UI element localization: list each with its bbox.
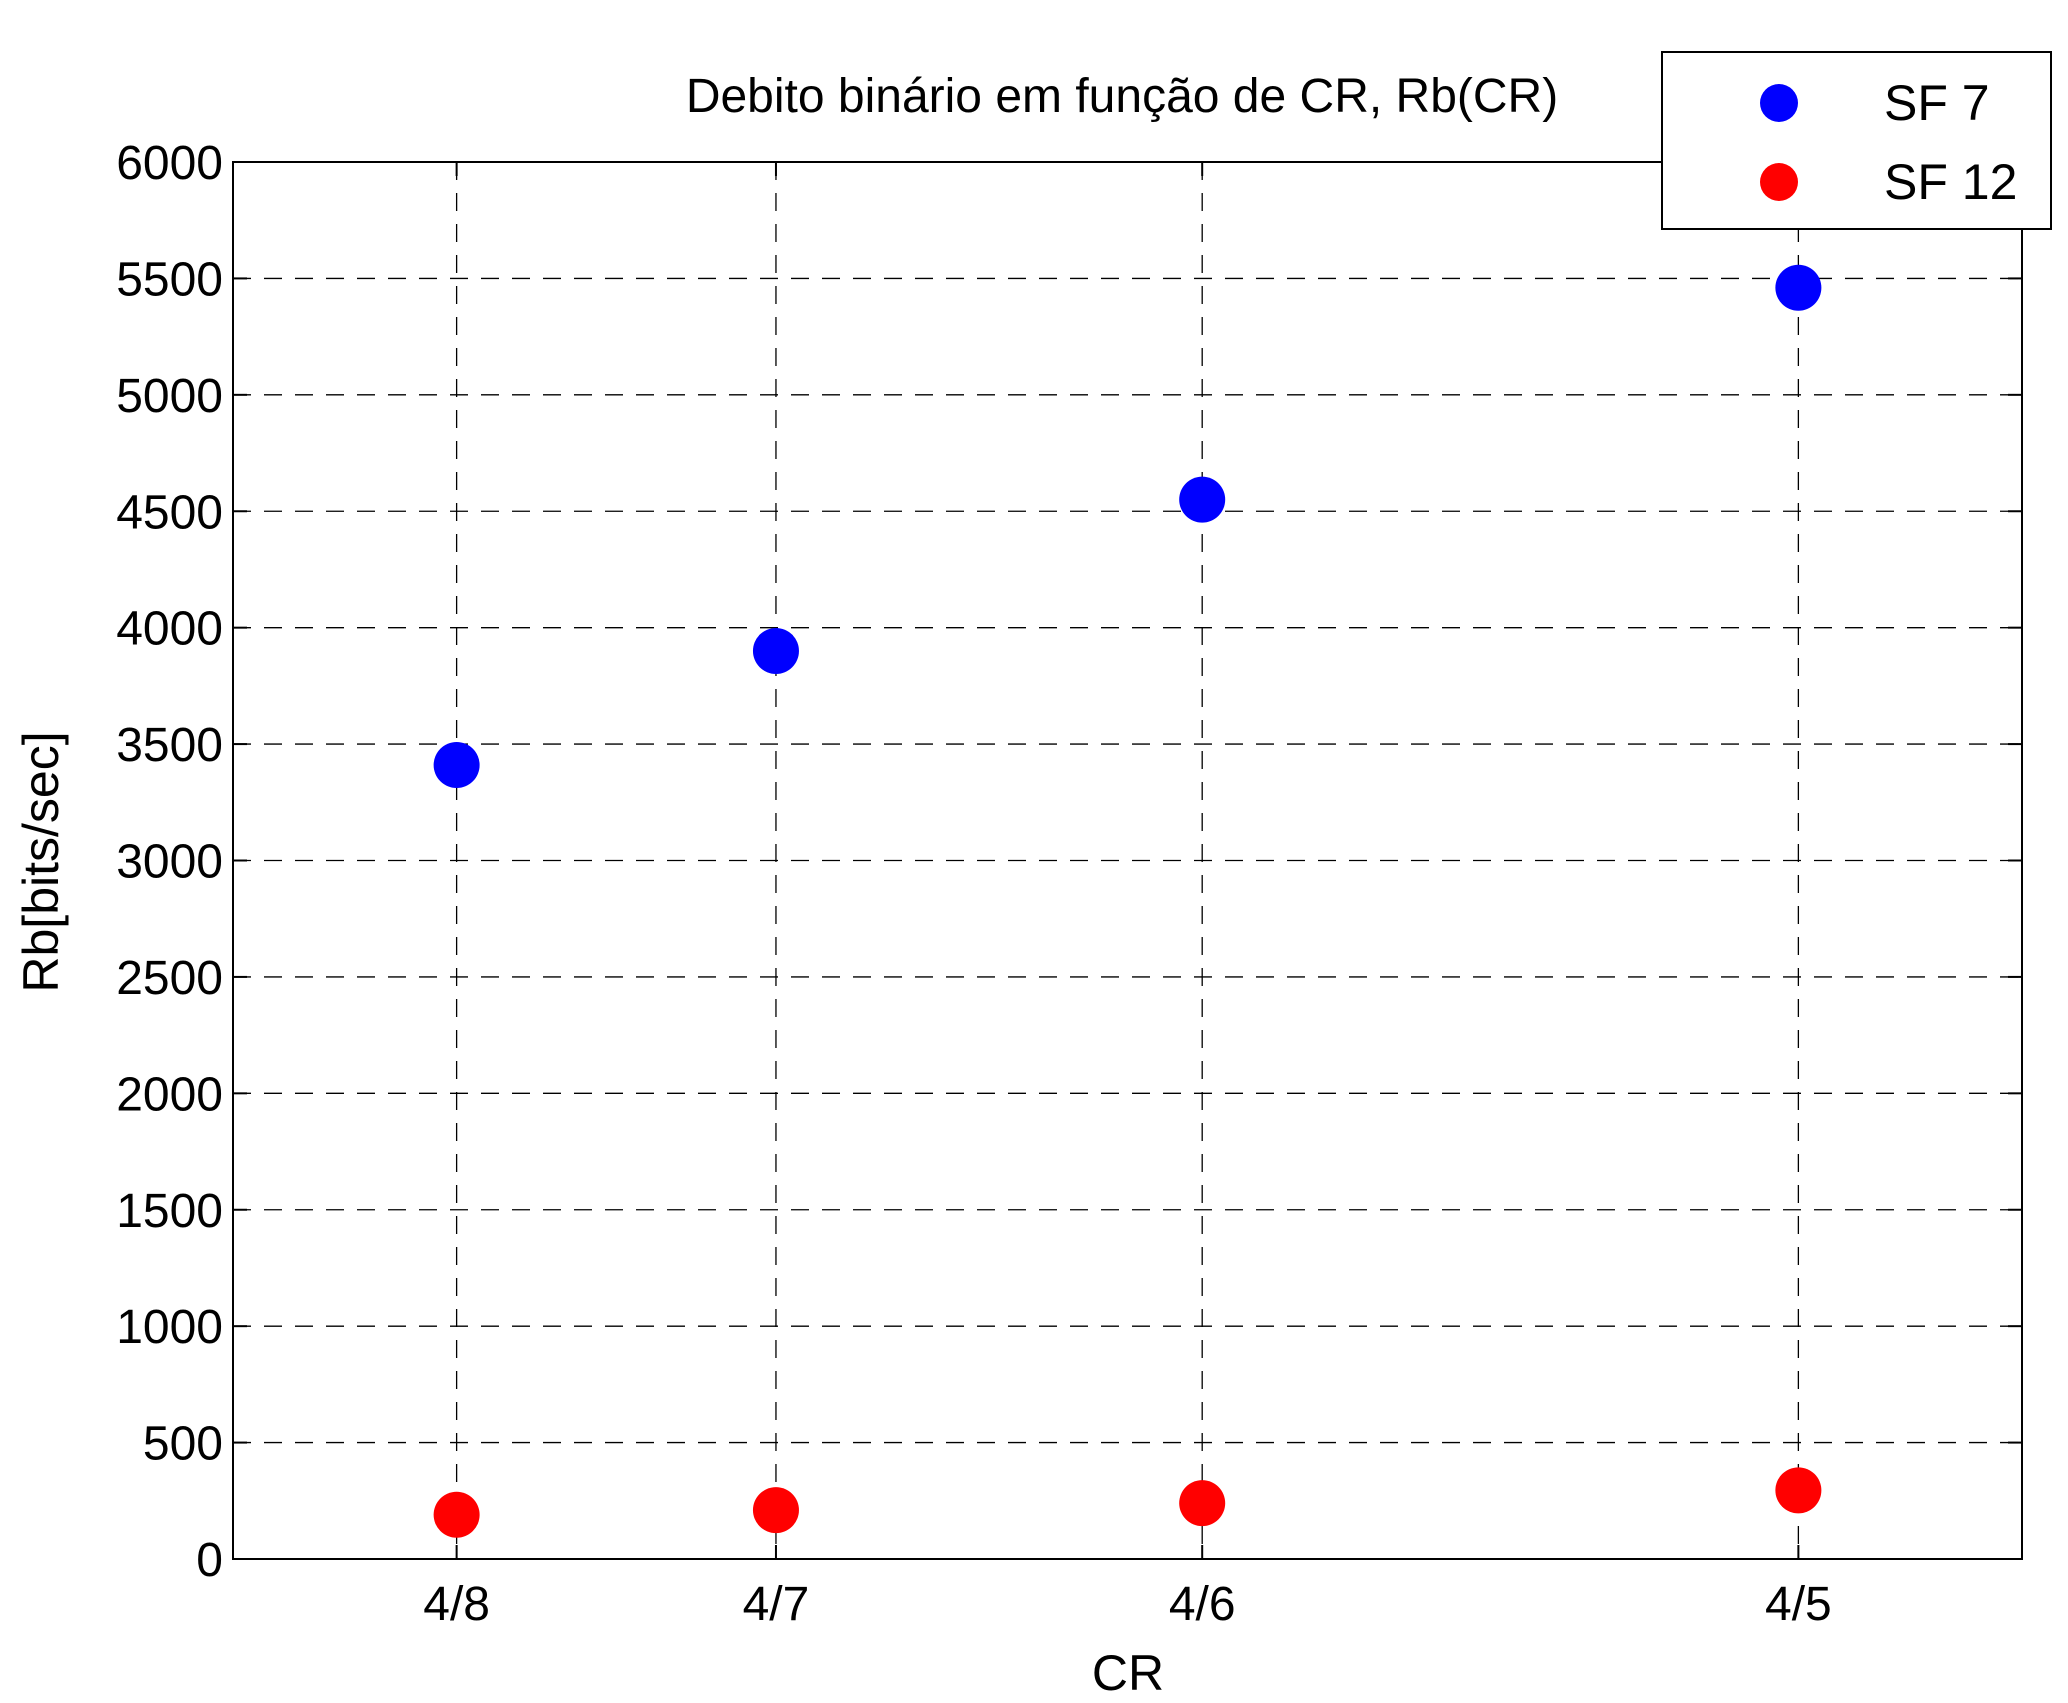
x-axis-label: CR <box>1092 1645 1164 1701</box>
axis-ticks <box>233 161 2022 1560</box>
point-sf7-1 <box>752 627 799 674</box>
legend-label-sf12: SF 12 <box>1884 154 2017 210</box>
y-tick-label-10: 5000 <box>116 370 223 423</box>
point-sf12-1 <box>752 1487 799 1534</box>
legend-label-sf7: SF 7 <box>1884 75 1990 131</box>
x-tick-label-3: 4/5 <box>1765 1578 1832 1631</box>
legend-marker-sf7 <box>1760 84 1798 122</box>
y-tick-label-11: 5500 <box>116 253 223 306</box>
y-tick-label-12: 6000 <box>116 137 223 190</box>
point-sf7-0 <box>433 742 480 789</box>
point-sf12-0 <box>433 1491 480 1538</box>
y-tick-label-8: 4000 <box>116 603 223 656</box>
point-sf7-2 <box>1179 476 1226 523</box>
y-tick-label-3: 1500 <box>116 1185 223 1238</box>
point-sf12-3 <box>1775 1467 1822 1514</box>
x-tick-label-0: 4/8 <box>423 1578 490 1631</box>
y-tick-label-2: 1000 <box>116 1301 223 1354</box>
x-tick-label-1: 4/7 <box>743 1578 810 1631</box>
y-tick-label-9: 4500 <box>116 486 223 539</box>
chart-title: Debito binário em função de CR, Rb(CR) <box>686 70 1558 123</box>
y-tick-label-4: 2000 <box>116 1068 223 1121</box>
y-tick-label-1: 500 <box>143 1418 223 1471</box>
data-points <box>433 264 1822 1538</box>
x-tick-labels: 4/8 4/7 4/6 4/5 <box>423 1578 1831 1631</box>
legend: SF 7 SF 12 <box>1661 51 2052 230</box>
y-tick-labels: 0 500 1000 1500 2000 2500 3000 3500 4000 4500 5000… <box>116 137 223 1587</box>
y-tick-label-7: 3500 <box>116 719 223 772</box>
point-sf12-2 <box>1179 1480 1226 1527</box>
y-tick-label-5: 2500 <box>116 952 223 1005</box>
y-axis-label: Rb[bits/sec] <box>13 731 69 992</box>
legend-marker-sf12 <box>1760 163 1798 201</box>
point-sf7-3 <box>1775 264 1822 311</box>
x-tick-label-2: 4/6 <box>1169 1578 1236 1631</box>
y-tick-label-6: 3000 <box>116 836 223 889</box>
y-tick-label-0: 0 <box>196 1534 223 1587</box>
legend-box <box>1661 51 2052 230</box>
